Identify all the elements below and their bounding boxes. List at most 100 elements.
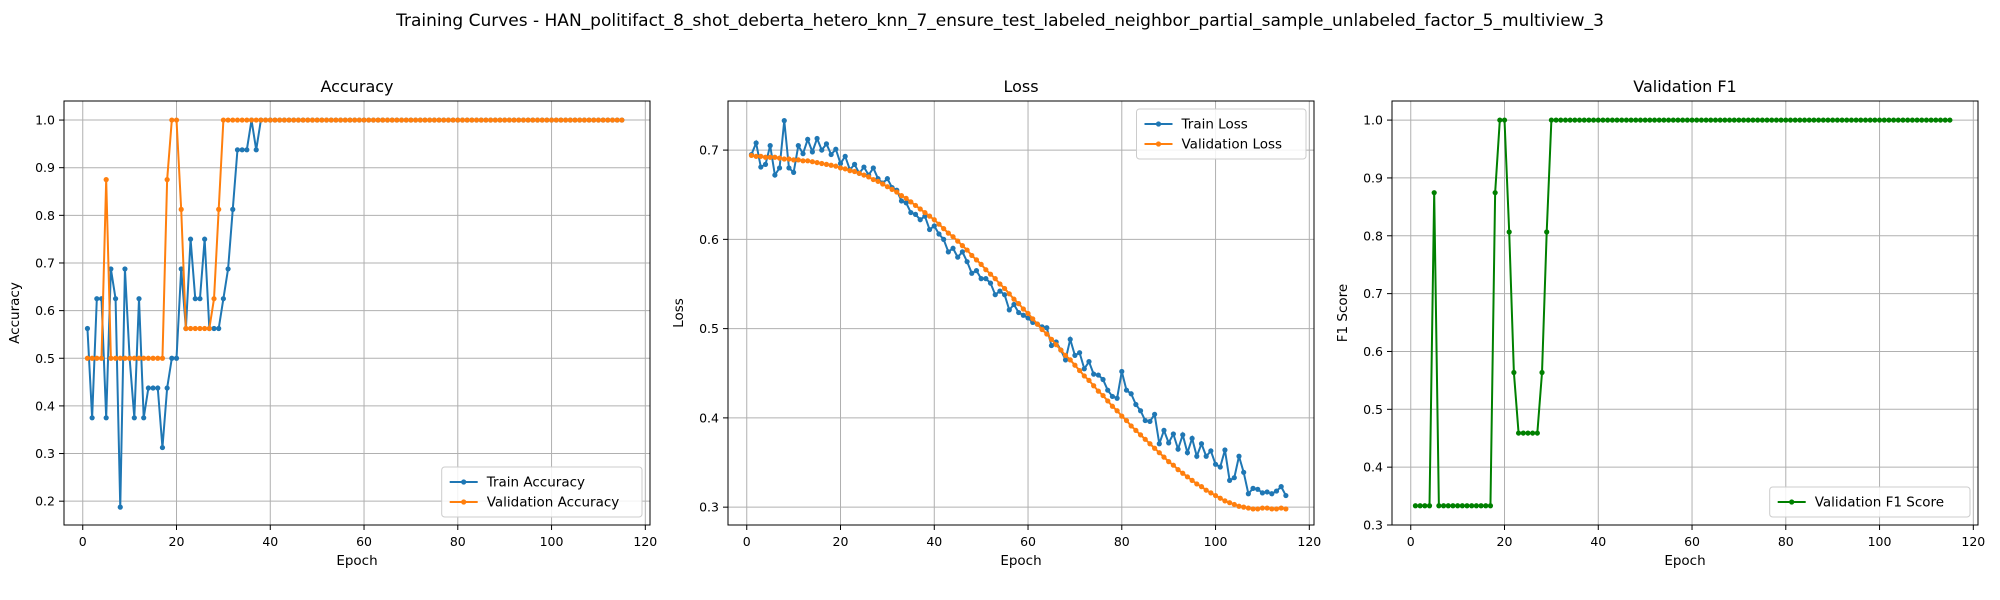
data-point [539,117,545,123]
data-point [127,355,133,361]
data-point [337,117,344,123]
data-point [1058,347,1064,353]
data-point [1137,408,1144,414]
data-point [94,296,100,302]
data-point [1208,448,1214,454]
data-point [1255,486,1261,492]
data-point [870,165,876,171]
data-point [441,117,447,123]
data-point [1044,325,1050,331]
data-point [84,325,91,332]
data-point [1548,117,1554,123]
data-point [427,117,433,123]
data-point [169,355,175,361]
data-point [786,156,792,162]
data-point [1109,393,1116,400]
data-point [936,221,942,227]
data-point [1217,464,1223,470]
data-point [1011,296,1017,302]
data-point [1670,117,1676,123]
data-point [595,117,602,123]
data-point [567,117,573,123]
data-point [1825,117,1831,123]
data-point [1853,117,1859,123]
series-0 [748,118,1289,499]
data-point [436,117,442,123]
data-point [1816,117,1822,123]
data-point [1511,369,1517,376]
data-point [1212,461,1219,467]
y-tick-label: 0.9 [1363,170,1383,185]
data-point [108,355,114,361]
data-point [1797,117,1803,123]
data-point [609,117,616,123]
legend: Validation F1 Score [1769,486,1971,518]
data-point [248,117,255,123]
series-0 [84,117,625,510]
legend-swatch-marker [461,479,467,485]
x-tick-label: 20 [1497,534,1513,549]
y-tick-label: 0.3 [699,500,719,515]
data-point [1619,117,1625,123]
data-point [469,117,475,123]
data-point [150,355,156,361]
data-point [1016,301,1022,307]
x-tick-label: 0 [79,534,87,549]
data-point [98,355,105,361]
data-point [131,415,137,421]
data-point [122,266,128,272]
data-point [1133,401,1139,408]
data-point [239,117,245,123]
x-tick-label: 20 [833,534,849,549]
y-tick-label: 1.0 [1363,113,1383,128]
data-point [1283,506,1289,512]
data-point [173,117,180,123]
data-point [197,296,203,302]
data-point [1166,440,1172,446]
data-point [1156,450,1162,456]
data-point [1731,117,1737,123]
data-point [1203,487,1209,493]
data-point [1422,503,1428,509]
data-point [103,415,109,421]
data-point [94,355,100,361]
data-point [1483,503,1489,509]
y-tick-label: 0.4 [35,398,55,413]
data-point [1255,506,1261,512]
y-tick-label: 0.7 [699,143,719,158]
data-point [1048,336,1055,342]
ticks: 0 20 40 60 80 100 120 0.3 0.4 0.5 0.6 0.7 [699,143,1321,549]
data-point [1764,117,1770,123]
legend-entry: Validation Accuracy [449,495,619,511]
data-point [1623,117,1629,123]
data-point [1820,117,1826,123]
data-point [1273,488,1280,494]
data-point [1605,117,1611,123]
data-point [1006,291,1012,297]
data-point [1133,427,1139,433]
data-point [1203,453,1209,459]
data-point [89,355,95,361]
data-point [908,209,914,216]
data-point [1212,492,1219,499]
series-group [84,117,625,510]
data-point [1184,450,1191,456]
data-point [1914,117,1920,123]
legend-label: Train Loss [1181,117,1248,133]
data-point [776,155,783,161]
data-point [1114,408,1120,414]
data-point [178,206,184,212]
data-point [1881,117,1887,123]
data-point [1497,117,1503,123]
data-point [197,325,203,332]
data-point [370,117,377,123]
data-point [253,117,259,123]
data-point [950,234,956,240]
data-point [1712,117,1719,123]
data-point [1072,362,1078,368]
data-point [506,117,512,123]
data-point [833,146,839,152]
data-point [1783,117,1789,123]
chart-panel-1: 0 20 40 60 80 100 120 0.3 0.4 0.5 0.6 0.7 Loss Epoch L… [671,77,1321,569]
